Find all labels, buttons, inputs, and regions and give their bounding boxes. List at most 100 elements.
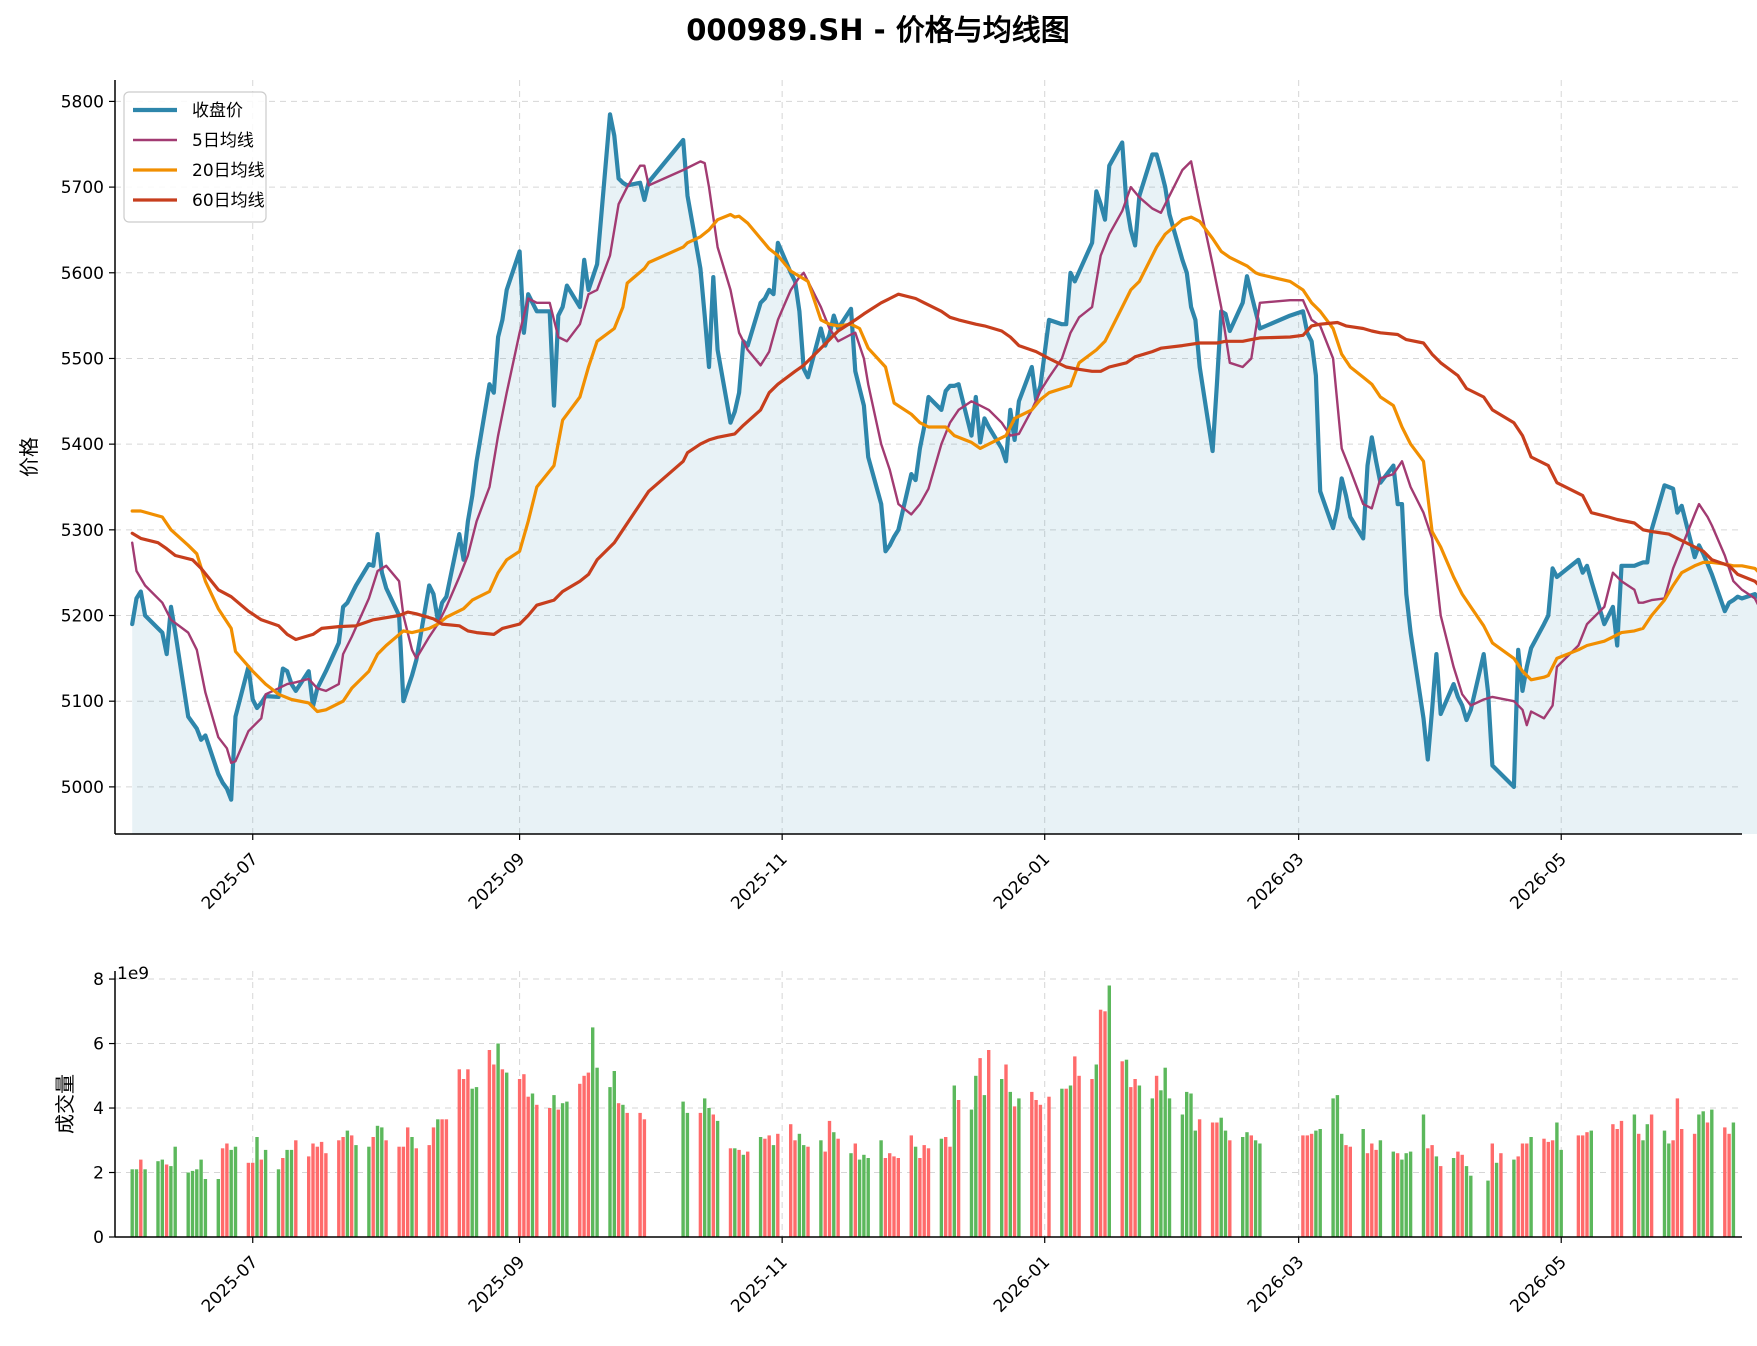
volume-bar-42	[380, 1127, 384, 1237]
chart-title: 000989.SH - 价格与均线图	[686, 13, 1069, 47]
volume-bar-98	[758, 1137, 763, 1237]
volume-bar-210	[1464, 1166, 1469, 1237]
volume-bar-75	[582, 1075, 586, 1237]
volume-bar-209	[1460, 1154, 1464, 1237]
volume-bar-175	[1223, 1130, 1228, 1237]
volume-bar-158	[1124, 1059, 1129, 1237]
volume-bar-108	[819, 1140, 823, 1237]
volume-bar-243	[1692, 1133, 1697, 1237]
volume-bar-28	[294, 1140, 298, 1237]
volume-bar-22	[259, 1159, 263, 1237]
volume-bar-89	[703, 1098, 707, 1237]
volume-bar-134	[974, 1075, 978, 1237]
volume-bar-163	[1154, 1075, 1159, 1237]
volume-bar-197	[1391, 1151, 1395, 1237]
volume-bar-61	[496, 1043, 500, 1237]
volume-bar-88	[698, 1112, 703, 1237]
volume-bar-66	[526, 1096, 530, 1237]
volume-bar-86	[681, 1101, 685, 1237]
volume-bar-221	[1542, 1138, 1546, 1237]
volume-bar-30	[311, 1143, 315, 1237]
volume-bar-62	[500, 1069, 505, 1237]
volume-bar-20	[251, 1162, 255, 1237]
volume-bar-107	[806, 1146, 810, 1237]
volume-bar-195	[1374, 1149, 1378, 1237]
volume-bar-230	[1611, 1124, 1615, 1237]
volume-bar-181	[1258, 1143, 1262, 1237]
volume-bar-135	[978, 1058, 982, 1237]
volume-bar-123	[909, 1135, 913, 1237]
volume-bar-162	[1150, 1098, 1154, 1237]
volume-bar-222	[1546, 1141, 1550, 1237]
volume-bar-250	[1731, 1122, 1736, 1237]
volume-bar-41	[375, 1125, 380, 1237]
volume-ytick-label-1: 2	[93, 1164, 104, 1184]
volume-bar-174	[1219, 1117, 1223, 1237]
volume-bar-233	[1632, 1114, 1637, 1237]
price-ytick-label-3: 5300	[61, 521, 104, 541]
volume-bar-33	[324, 1153, 328, 1237]
volume-bar-132	[956, 1100, 961, 1237]
volume-bar-215	[1499, 1153, 1503, 1237]
volume-bar-244	[1697, 1114, 1701, 1237]
volume-bar-76	[586, 1072, 591, 1237]
volume-bar-145	[1038, 1104, 1043, 1237]
volume-bar-190	[1344, 1145, 1348, 1237]
volume-bar-141	[1012, 1106, 1017, 1237]
volume-bar-13	[203, 1179, 208, 1237]
volume-bar-152	[1090, 1079, 1094, 1237]
volume-bar-172	[1210, 1122, 1215, 1237]
volume-bar-87	[685, 1112, 690, 1237]
volume-bar-4	[156, 1161, 160, 1237]
price-legend: 收盘价 5日均线 20日均线 60日均线	[123, 91, 267, 223]
volume-bar-239	[1667, 1143, 1671, 1237]
volume-bar-144	[1034, 1100, 1038, 1237]
volume-bar-204	[1430, 1145, 1434, 1237]
volume-bar-217	[1516, 1156, 1520, 1237]
volume-bar-70	[552, 1095, 556, 1237]
price-panel: 5000 5100 5200 5300 5400 5500 5600 5700 5800 2025…	[17, 80, 1757, 914]
volume-bar-125	[918, 1158, 922, 1237]
volume-bar-48	[414, 1148, 418, 1237]
volume-bar-183	[1305, 1135, 1309, 1237]
volume-xtick-label-5: 2026-05	[1506, 1252, 1570, 1316]
volume-bar-116	[862, 1154, 866, 1237]
volume-bar-149	[1068, 1085, 1073, 1237]
volume-bar-198	[1395, 1153, 1400, 1237]
volume-bar-154	[1098, 1009, 1103, 1237]
volume-bar-94	[733, 1148, 737, 1237]
volume-bar-218	[1520, 1143, 1525, 1237]
price-xtick-label-2: 2025-11	[727, 849, 791, 913]
volume-bar-130	[948, 1146, 952, 1237]
volume-bar-117	[866, 1158, 870, 1237]
volume-bar-219	[1525, 1143, 1529, 1237]
volume-bar-34	[337, 1140, 341, 1237]
volume-bar-47	[410, 1137, 414, 1237]
volume-bar-7	[169, 1166, 173, 1237]
volume-bar-49	[427, 1145, 431, 1237]
volume-bar-115	[857, 1159, 862, 1237]
volume-bar-109	[823, 1151, 827, 1237]
volume-bar-3	[143, 1169, 147, 1237]
volume-bar-126	[922, 1145, 926, 1237]
legend-box	[123, 91, 267, 223]
volume-bar-124	[913, 1146, 918, 1237]
volume-bar-29	[307, 1156, 311, 1237]
volume-bar-192	[1361, 1129, 1365, 1237]
volume-bar-78	[595, 1067, 599, 1237]
volume-bar-60	[492, 1064, 496, 1237]
volume-bar-113	[849, 1153, 853, 1237]
volume-bar-129	[944, 1137, 948, 1237]
volume-bar-205	[1434, 1156, 1439, 1237]
volume-bar-227	[1581, 1135, 1585, 1237]
volume-bar-104	[793, 1140, 797, 1237]
volume-bar-58	[474, 1087, 479, 1237]
series-line-2	[130, 212, 1757, 714]
volume-bar-179	[1249, 1135, 1253, 1237]
volume-bar-44	[397, 1146, 401, 1237]
price-y-axis-label: 价格	[17, 437, 41, 477]
volume-bar-156	[1107, 985, 1111, 1237]
volume-bar-248	[1723, 1127, 1727, 1237]
volume-bar-95	[737, 1149, 741, 1237]
